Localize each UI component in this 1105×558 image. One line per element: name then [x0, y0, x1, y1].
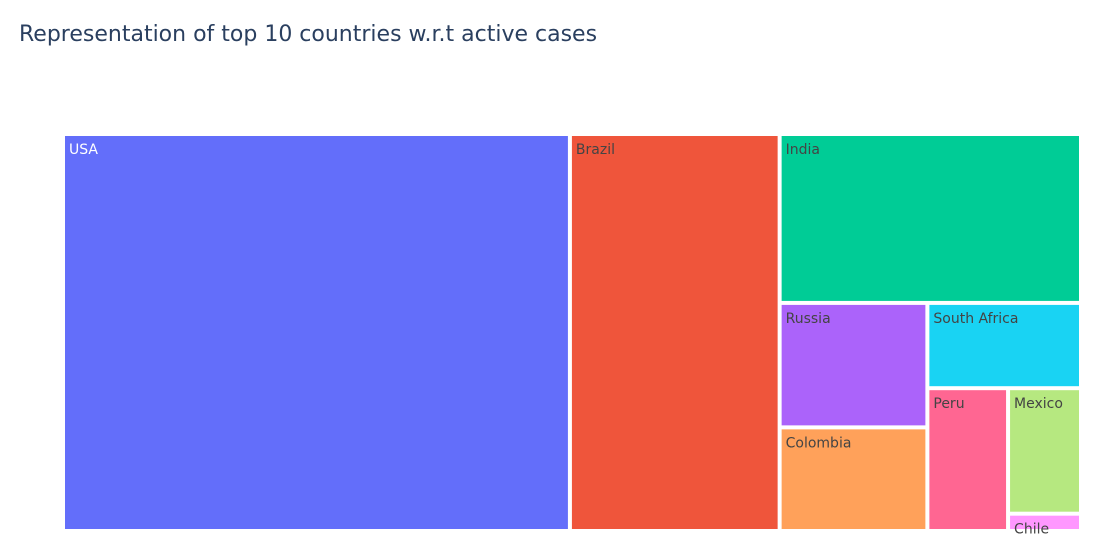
tile-usa[interactable]: USA [65, 136, 568, 529]
tile-rect-russia[interactable] [781, 304, 926, 426]
tile-rect-brazil[interactable] [571, 136, 778, 529]
tile-label-india: India [786, 142, 820, 158]
tile-chile[interactable]: Chile [1010, 515, 1079, 538]
chart-title: Representation of top 10 countries w.r.t… [19, 22, 598, 47]
tile-russia[interactable]: Russia [781, 304, 926, 426]
tile-label-mexico: Mexico [1014, 396, 1063, 412]
tile-india[interactable]: India [781, 136, 1079, 301]
tile-label-colombia: Colombia [786, 435, 852, 451]
tile-label-brazil: Brazil [576, 142, 615, 158]
tile-label-peru: Peru [933, 396, 964, 412]
tile-rect-usa[interactable] [65, 136, 568, 529]
tile-colombia[interactable]: Colombia [781, 429, 926, 529]
tile-south-africa[interactable]: South Africa [929, 304, 1079, 387]
tile-label-chile: Chile [1014, 522, 1049, 538]
tile-rect-india[interactable] [781, 136, 1079, 301]
tile-rect-chile[interactable] [1010, 515, 1079, 529]
tile-peru[interactable]: Peru [929, 390, 1007, 529]
tile-label-usa: USA [69, 142, 98, 158]
tile-rect-south-africa[interactable] [929, 304, 1079, 387]
tile-brazil[interactable]: Brazil [571, 136, 778, 529]
tile-rect-colombia[interactable] [781, 429, 926, 529]
tile-rect-mexico[interactable] [1010, 390, 1079, 512]
tile-rect-peru[interactable] [929, 390, 1007, 529]
tile-mexico[interactable]: Mexico [1010, 390, 1079, 512]
tile-label-south-africa: South Africa [933, 311, 1018, 327]
tile-label-russia: Russia [786, 311, 831, 327]
